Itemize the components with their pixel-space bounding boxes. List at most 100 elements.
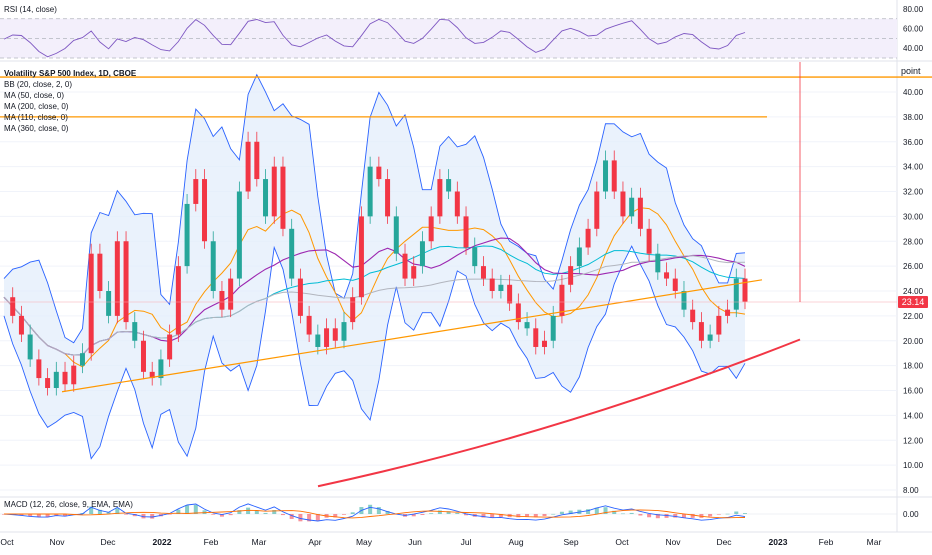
macd-histogram-bar [237,510,242,514]
candle-body [114,241,120,316]
x-axis-label: Dec [716,537,732,547]
candle-body [79,353,85,366]
candle-body [210,241,216,291]
y-tick-label: 16.00 [903,387,924,396]
ma360-line [3,255,746,356]
candle-body [419,241,425,267]
candle-body [620,191,626,217]
x-axis-label: Oct [0,537,14,547]
candle-body [611,160,617,192]
candle-body [568,266,574,285]
macd-histogram-bar [481,514,486,518]
macd-histogram-bar [734,511,739,514]
macd-histogram-bar [185,505,190,514]
macd-histogram-bar [54,514,59,516]
candle-body [637,197,643,229]
candle-body [280,166,286,229]
y-tick-label: 8.00 [903,486,919,495]
candle-body [332,328,338,341]
candle-body [524,322,530,329]
candle-body [681,291,687,310]
candle-body [62,371,68,385]
macd-histogram-bar [655,514,660,519]
macd-histogram-bar [437,510,442,514]
macd-histogram-bar [19,514,24,516]
macd-histogram-bar [176,509,181,514]
candle-body [550,315,556,341]
macd-histogram-bar [725,513,730,515]
macd-histogram-bar [594,507,599,514]
candle-body [36,359,42,379]
candle-body [437,179,443,217]
macd-histogram-bar [533,514,538,518]
candle-body [576,247,582,267]
macd-histogram-bar [376,507,381,514]
candle-body [132,322,138,341]
y-tick-label: 10.00 [903,461,924,470]
macd-histogram-bar [498,514,503,517]
candle-body [376,166,382,180]
candle-body [53,371,59,389]
ma50-indicator-label[interactable]: MA (50, close, 0) [4,91,65,100]
macd-histogram-bar [28,514,33,517]
candle-body [45,378,51,389]
macd-legend: MACD (12, 26, close, 9, EMA, EMA) [4,499,133,510]
candle-body [463,216,469,248]
macd-histogram-bar [333,514,338,518]
macd-histogram-bar [106,512,111,514]
candle-body [193,179,199,204]
macd-histogram-bar [620,513,625,515]
y-tick-label: 40.00 [903,88,924,97]
candle-body [507,284,513,304]
macd-histogram-bar [89,506,94,514]
x-axis-label: Jun [408,537,422,547]
ma200-indicator-label[interactable]: MA (200, close, 0) [4,102,69,111]
ma360-indicator-label[interactable]: MA (360, close, 0) [4,124,69,133]
candle-body [158,359,164,379]
macd-histogram-bar [150,514,155,519]
macd-histogram-bar [559,511,564,514]
candle-body [594,191,600,229]
x-axis-label: Nov [49,537,65,547]
candle-body [428,216,434,242]
candle-body [698,322,704,341]
macd-histogram-bar [411,514,416,517]
macd-histogram-bar [490,514,495,518]
x-axis-label: 2023 [769,537,788,547]
candle-body [219,291,225,310]
candle-body [472,247,478,267]
macd-histogram-bar [202,510,207,514]
main-legend: Volatility S&P 500 Index, 1D, CBOE BB (2… [4,68,136,134]
candle-body [454,191,460,217]
macd-histogram-bar [45,514,50,518]
x-axis-label: Feb [204,537,219,547]
candle-body [97,253,103,291]
macd-histogram-bar [193,504,198,514]
macd-histogram-bar [368,504,373,514]
macd-histogram-bar [115,508,120,514]
macd-histogram-bar [681,514,686,518]
macd-histogram-bar [246,507,251,514]
symbol-label[interactable]: Volatility S&P 500 Index, 1D, CBOE [4,69,137,78]
macd-histogram-bar [124,514,129,515]
candle-body [71,365,77,385]
candle-body [629,197,635,217]
macd-histogram-bar [586,509,591,514]
candle-body [402,253,408,279]
rsi-line [3,18,746,58]
macd-label[interactable]: MACD (12, 26, close, 9, EMA, EMA) [4,500,133,509]
x-axis-label: Dec [100,537,116,547]
macd-histogram-bar [708,514,713,517]
x-axis-label: Nov [665,537,681,547]
ma110-indicator-label[interactable]: MA (110, close, 0) [4,113,68,122]
candle-body [140,340,146,372]
bb-indicator-label[interactable]: BB (20, close, 2, 0) [4,80,73,89]
y-tick-label: 22.00 [903,312,924,321]
macd-histogram-bar [647,514,652,518]
candle-body [672,278,678,291]
candle-body [690,309,696,323]
rsi-tick-label: 60.00 [903,25,924,34]
macd-line [3,503,746,522]
point-label: point [901,66,921,76]
